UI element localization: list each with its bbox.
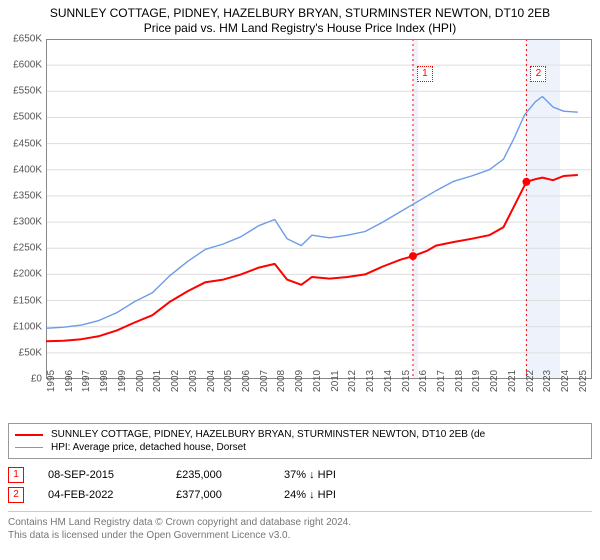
x-tick-label: 2022 [525,370,536,392]
x-tick-label: 2017 [436,370,447,392]
sale-row: 1 08-SEP-2015 £235,000 37% ↓ HPI [8,465,592,485]
y-tick-label: £500K [13,112,42,123]
y-tick-label: £550K [13,86,42,97]
x-tick-label: 2023 [542,370,553,392]
y-tick-label: £150K [13,295,42,306]
sale-flag: 1 [8,467,24,483]
sale-marker [522,178,530,186]
x-tick-label: 2024 [560,370,571,392]
sale-row: 2 04-FEB-2022 £377,000 24% ↓ HPI [8,485,592,505]
x-tick-label: 2008 [276,370,287,392]
y-tick-label: £400K [13,164,42,175]
sale-diff: 37% ↓ HPI [284,469,374,481]
y-tick-label: £200K [13,269,42,280]
x-tick-label: 2011 [330,370,341,392]
legend-label: HPI: Average price, detached house, Dors… [51,442,246,453]
x-tick-label: 2016 [418,370,429,392]
x-axis-ticks: 1995199619971998199920002001200220032004… [46,379,592,419]
x-tick-label: 2009 [294,370,305,392]
sale-diff: 24% ↓ HPI [284,489,374,501]
y-tick-label: £350K [13,190,42,201]
flag-marker: 2 [530,66,546,82]
x-tick-label: 2001 [152,370,163,392]
y-tick-label: £250K [13,243,42,254]
y-tick-label: £50K [19,347,42,358]
x-tick-label: 2025 [578,370,589,392]
x-tick-label: 2007 [259,370,270,392]
x-tick-label: 2003 [188,370,199,392]
sale-price: £377,000 [176,489,266,501]
legend: SUNNLEY COTTAGE, PIDNEY, HAZELBURY BRYAN… [8,423,592,459]
y-tick-label: £450K [13,138,42,149]
y-tick-label: £300K [13,217,42,228]
y-tick-label: £100K [13,321,42,332]
sale-marker [409,252,417,260]
x-tick-label: 2004 [206,370,217,392]
x-tick-label: 1998 [99,370,110,392]
x-tick-label: 2002 [170,370,181,392]
x-tick-label: 2013 [365,370,376,392]
chart-title: SUNNLEY COTTAGE, PIDNEY, HAZELBURY BRYAN… [0,0,600,21]
line-chart [46,39,592,379]
x-tick-label: 1996 [64,370,75,392]
x-tick-label: 1995 [46,370,57,392]
sale-price: £235,000 [176,469,266,481]
y-axis-ticks: £0£50K£100K£150K£200K£250K£300K£350K£400… [0,39,46,379]
sale-flag: 2 [8,487,24,503]
x-tick-label: 2000 [135,370,146,392]
legend-row: HPI: Average price, detached house, Dors… [15,441,585,454]
series-property [46,175,578,341]
legend-swatch [15,447,43,448]
footer-line-1: Contains HM Land Registry data © Crown c… [8,516,592,529]
x-tick-label: 2015 [401,370,412,392]
chart-subtitle: Price paid vs. HM Land Registry's House … [0,21,600,39]
x-tick-label: 2021 [507,370,518,392]
series-hpi [46,97,578,329]
y-tick-label: £650K [13,34,42,45]
flag-marker: 1 [417,66,433,82]
sale-date: 08-SEP-2015 [48,469,158,481]
sales-table: 1 08-SEP-2015 £235,000 37% ↓ HPI 2 04-FEB-202… [8,465,592,505]
x-tick-label: 2019 [471,370,482,392]
legend-row: SUNNLEY COTTAGE, PIDNEY, HAZELBURY BRYAN… [15,428,585,441]
chart-area: £0£50K£100K£150K£200K£250K£300K£350K£400… [46,39,592,379]
y-tick-label: £0 [31,374,42,385]
x-tick-label: 2010 [312,370,323,392]
footer: Contains HM Land Registry data © Crown c… [8,511,592,542]
x-tick-label: 1997 [81,370,92,392]
y-tick-label: £600K [13,60,42,71]
x-tick-label: 2014 [383,370,394,392]
footer-line-2: This data is licensed under the Open Gov… [8,529,592,542]
sale-date: 04-FEB-2022 [48,489,158,501]
legend-label: SUNNLEY COTTAGE, PIDNEY, HAZELBURY BRYAN… [51,429,485,440]
x-tick-label: 2018 [454,370,465,392]
x-tick-label: 1999 [117,370,128,392]
x-tick-label: 2020 [489,370,500,392]
x-tick-label: 2006 [241,370,252,392]
x-tick-label: 2005 [223,370,234,392]
legend-swatch [15,434,43,436]
x-tick-label: 2012 [347,370,358,392]
